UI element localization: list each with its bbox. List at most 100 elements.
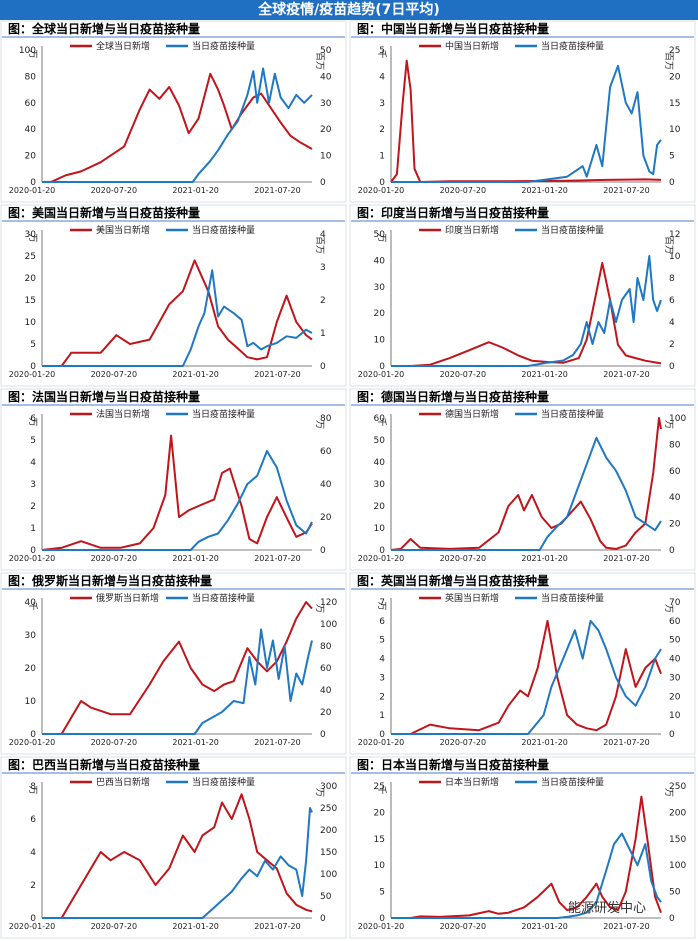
right-tick-label: 0 xyxy=(320,914,326,924)
x-tick-label: 2021-07-20 xyxy=(254,738,301,747)
left-tick-label: 60 xyxy=(374,414,386,424)
legend-label: 德国当日新增 xyxy=(445,408,499,420)
legend-label: 当日疫苗接种量 xyxy=(192,776,255,788)
x-tick-label: 2020-01-20 xyxy=(358,922,405,931)
legend-label: 俄罗斯当日新增 xyxy=(96,592,159,604)
watermark: 能源研发中心 xyxy=(568,901,647,916)
right-tick-label: 20 xyxy=(320,513,332,523)
series-line xyxy=(391,619,662,735)
right-tick-label: 300 xyxy=(320,782,337,792)
left-tick-label: 25 xyxy=(25,252,36,262)
left-tick-label: 0 xyxy=(30,546,36,556)
legend-label: 当日疫苗接种量 xyxy=(541,592,604,604)
chart-title: 图：俄罗斯当日新增与当日疫苗接种量 xyxy=(8,573,212,588)
left-tick-label: 0 xyxy=(379,178,385,188)
right-tick-label: 20 xyxy=(320,708,332,718)
chart-title: 图：法国当日新增与当日疫苗接种量 xyxy=(8,389,200,404)
x-tick-label: 2020-01-20 xyxy=(9,554,56,563)
left-unit-label: 千 xyxy=(376,785,387,794)
right-tick-label: 100 xyxy=(669,861,686,871)
right-tick-label: 2 xyxy=(669,340,675,350)
right-tick-label: 20 xyxy=(669,692,681,702)
left-tick-label: 6 xyxy=(30,414,36,424)
right-tick-label: 8 xyxy=(669,274,675,284)
right-tick-label: 2 xyxy=(320,296,326,306)
right-tick-label: 0 xyxy=(320,362,326,372)
right-tick-label: 80 xyxy=(669,440,681,450)
x-tick-label: 2020-07-20 xyxy=(440,738,487,747)
series-line xyxy=(391,795,662,919)
left-tick-label: 40 xyxy=(374,458,386,468)
right-unit-label: 万 xyxy=(663,604,673,613)
left-unit-label: 万 xyxy=(27,49,37,58)
x-tick-label: 2020-07-20 xyxy=(440,186,487,195)
x-tick-label: 2020-01-20 xyxy=(358,370,405,379)
right-tick-label: 70 xyxy=(669,598,681,608)
x-tick-label: 2021-07-20 xyxy=(254,922,301,931)
left-tick-label: 10 xyxy=(25,318,37,328)
x-tick-label: 2021-07-20 xyxy=(254,554,301,563)
chart-title: 图：德国当日新增与当日疫苗接种量 xyxy=(357,389,549,404)
chart-panel: 图：印度当日新增与当日疫苗接种量 0 10 20 30 40 50 0 2 4 6 8 10 12 万 百万 2… xyxy=(349,204,696,387)
legend-label: 巴西当日新增 xyxy=(96,776,150,788)
chart-title: 图：中国当日新增与当日疫苗接种量 xyxy=(357,21,549,36)
left-tick-label: 20 xyxy=(25,152,37,162)
x-tick-label: 2021-07-20 xyxy=(603,370,650,379)
left-tick-label: 4 xyxy=(30,458,36,468)
left-tick-label: 15 xyxy=(374,835,385,845)
right-tick-label: 40 xyxy=(320,480,332,490)
right-tick-label: 50 xyxy=(669,888,681,898)
x-tick-label: 2020-01-20 xyxy=(9,370,56,379)
legend-label: 当日疫苗接种量 xyxy=(192,224,255,236)
left-tick-label: 100 xyxy=(19,46,36,56)
legend-label: 当日疫苗接种量 xyxy=(192,592,255,604)
right-tick-label: 20 xyxy=(669,72,681,82)
series-line xyxy=(390,417,662,551)
left-tick-label: 80 xyxy=(25,72,37,82)
right-tick-label: 12 xyxy=(669,230,680,240)
left-tick-label: 15 xyxy=(25,296,36,306)
right-tick-label: 150 xyxy=(320,848,337,858)
series-line xyxy=(391,262,662,367)
left-tick-label: 20 xyxy=(374,309,386,319)
right-tick-label: 100 xyxy=(320,620,337,630)
panel-border xyxy=(0,204,347,387)
chart-panel: 图：美国当日新增与当日疫苗接种量 0 5 10 15 20 25 30 0 1 2 3 4 万 百万 2020… xyxy=(0,204,347,387)
right-tick-label: 1 xyxy=(320,329,326,339)
right-tick-label: 20 xyxy=(320,125,332,135)
right-tick-label: 4 xyxy=(669,318,675,328)
left-tick-label: 3 xyxy=(30,480,36,490)
x-tick-label: 2021-01-20 xyxy=(521,370,568,379)
series-line xyxy=(41,72,313,183)
right-tick-label: 0 xyxy=(669,178,675,188)
legend-label: 日本当日新增 xyxy=(445,776,499,788)
right-unit-label: 万 xyxy=(314,420,324,429)
left-tick-label: 50 xyxy=(374,436,386,446)
left-tick-label: 0 xyxy=(30,914,36,924)
panel-border xyxy=(349,204,696,387)
right-unit-label: 万 xyxy=(663,788,673,797)
right-tick-label: 20 xyxy=(669,520,681,530)
x-tick-label: 2021-07-20 xyxy=(603,738,650,747)
left-tick-label: 2 xyxy=(379,692,385,702)
right-tick-label: 100 xyxy=(320,870,337,880)
right-tick-label: 6 xyxy=(669,296,675,306)
x-tick-label: 2021-01-20 xyxy=(172,738,219,747)
chart-title: 图：日本当日新增与当日疫苗接种量 xyxy=(357,757,549,772)
right-unit-label: 万 xyxy=(314,604,324,613)
legend-label: 当日疫苗接种量 xyxy=(192,408,255,420)
legend-label: 中国当日新增 xyxy=(445,40,499,52)
series-line xyxy=(41,434,313,551)
right-tick-label: 4 xyxy=(320,230,326,240)
left-tick-label: 10 xyxy=(25,697,37,707)
x-tick-label: 2020-01-20 xyxy=(358,554,405,563)
x-tick-label: 2020-07-20 xyxy=(91,738,138,747)
right-tick-label: 10 xyxy=(669,252,681,262)
x-tick-label: 2021-01-20 xyxy=(172,370,219,379)
panel-border xyxy=(0,572,347,755)
right-tick-label: 100 xyxy=(669,414,686,424)
series-line xyxy=(42,628,313,735)
x-tick-label: 2021-01-20 xyxy=(172,186,219,195)
x-tick-label: 2021-07-20 xyxy=(254,370,301,379)
panel-border xyxy=(0,20,347,203)
